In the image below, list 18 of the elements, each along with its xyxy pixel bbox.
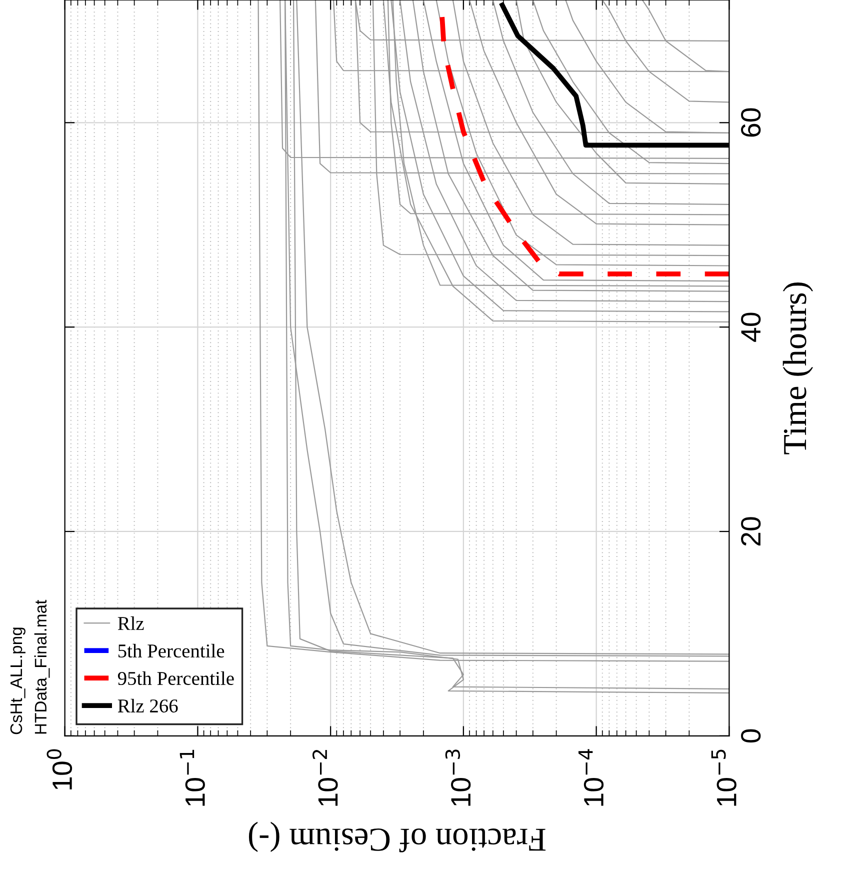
text: CsHt_ALL.png xyxy=(10,628,26,734)
legend-label: Rlz xyxy=(118,616,144,630)
x-tick-label: 10$^{−2}$ xyxy=(312,750,338,806)
x-tick-label: 10$^{−4}$ xyxy=(578,749,604,806)
y-axis-title: Time (hours) xyxy=(782,282,814,454)
y-tick-label: 60 xyxy=(741,108,761,137)
text: HTData_Final.mat xyxy=(34,600,50,734)
x-tick-label: 10$^{−1}$ xyxy=(180,750,205,806)
legend-label: Rlz 266 xyxy=(118,698,178,713)
y-tick-label: 0 xyxy=(741,729,761,743)
y-tick-label: 40 xyxy=(741,312,761,342)
legend-label: 95th Percentile xyxy=(118,671,234,686)
x-tick-label: 10$^{−3}$ xyxy=(445,750,471,806)
legend-label: 5th Percentile xyxy=(118,644,224,658)
y-tick-label: 20 xyxy=(741,517,761,546)
x-tick-label: 10$^{−5}$ xyxy=(711,750,736,806)
x-tick-label: 10$^{0}$ xyxy=(46,749,72,790)
x-axis-title: Fraction of Cesium (-) xyxy=(248,822,546,852)
